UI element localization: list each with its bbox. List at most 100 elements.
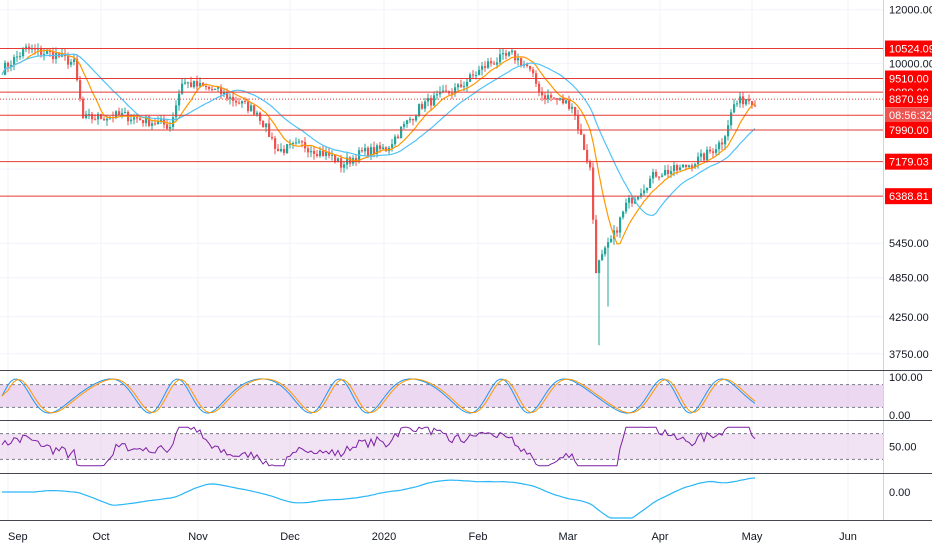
candle xyxy=(271,132,274,141)
candle xyxy=(157,116,160,125)
candle-body xyxy=(541,92,544,96)
candle-body xyxy=(364,147,367,152)
candle xyxy=(298,138,301,145)
candle-body xyxy=(622,211,625,218)
candle xyxy=(568,95,571,111)
price-tick-label: 4850.00 xyxy=(889,273,929,285)
candle-body xyxy=(217,87,220,89)
candle xyxy=(481,61,484,76)
candle xyxy=(580,123,583,136)
candle xyxy=(703,152,706,163)
candle xyxy=(640,188,643,199)
candle xyxy=(517,53,520,66)
candle xyxy=(619,216,622,238)
candle xyxy=(388,145,391,155)
candle-body xyxy=(574,106,577,116)
candle xyxy=(397,134,400,139)
price-pane[interactable] xyxy=(0,43,883,346)
candle xyxy=(469,72,472,83)
candle-body xyxy=(589,161,592,168)
candle-body xyxy=(412,119,415,121)
candle-body xyxy=(649,178,652,189)
candle xyxy=(412,118,415,126)
candle-body xyxy=(121,112,124,115)
candle xyxy=(88,108,91,120)
candle xyxy=(211,86,214,92)
level-tag-bg xyxy=(885,70,932,87)
candle xyxy=(154,118,157,126)
candle-body xyxy=(625,202,628,212)
candle-body xyxy=(208,86,211,89)
candle xyxy=(508,50,511,58)
candle xyxy=(598,259,601,346)
candle xyxy=(97,112,100,125)
candle-body xyxy=(292,143,295,145)
candle xyxy=(346,152,349,170)
candle xyxy=(427,93,430,107)
candle-body xyxy=(271,136,274,139)
candle-body xyxy=(142,120,145,124)
candle-body xyxy=(529,66,532,70)
stochastic-band xyxy=(0,384,883,408)
candle-body xyxy=(361,150,364,152)
candle-body xyxy=(658,176,661,178)
candle xyxy=(403,121,406,130)
candle-body xyxy=(748,99,751,102)
candle-body xyxy=(352,158,355,164)
candle-body xyxy=(415,115,418,121)
level-tag-label: 7990.00 xyxy=(889,125,929,137)
rsi-pane[interactable] xyxy=(0,426,883,467)
candle-body xyxy=(307,148,310,153)
candle xyxy=(223,88,226,98)
candle-body xyxy=(79,80,82,99)
candle-body xyxy=(340,158,343,168)
candle-body xyxy=(376,145,379,154)
candle xyxy=(664,165,667,176)
level-tag-label: 9510.00 xyxy=(889,73,929,85)
level-tag-bg xyxy=(885,122,932,139)
candle-body xyxy=(553,97,556,99)
candle-body xyxy=(325,151,328,156)
candle xyxy=(721,138,724,150)
stochastic-pane[interactable] xyxy=(0,378,883,414)
candle-body xyxy=(688,165,691,168)
candle-body xyxy=(283,149,286,154)
candle-body xyxy=(430,98,433,106)
candle-body xyxy=(409,119,412,121)
candle xyxy=(232,92,235,107)
candle-body xyxy=(460,84,463,87)
candle-body xyxy=(577,115,580,130)
time-tick-label: May xyxy=(742,531,763,543)
candle xyxy=(691,163,694,172)
candle xyxy=(259,111,262,125)
oscillator-pane[interactable] xyxy=(2,477,756,519)
candle xyxy=(124,107,127,114)
candle xyxy=(655,169,658,178)
candle xyxy=(70,58,73,68)
candle xyxy=(142,119,145,127)
candle-body xyxy=(67,56,70,65)
candle xyxy=(253,104,256,116)
candle-body xyxy=(484,66,487,68)
candle-body xyxy=(502,53,505,55)
candle-body xyxy=(319,150,322,156)
ma-fast-line xyxy=(1,49,756,245)
candle xyxy=(187,81,190,89)
candle-body xyxy=(433,95,436,106)
candle-body xyxy=(316,154,319,156)
candle-body xyxy=(337,158,340,163)
candle xyxy=(631,195,634,207)
candle-body xyxy=(265,123,268,128)
candle-body xyxy=(427,98,430,102)
candle-body xyxy=(187,82,190,84)
candle-body xyxy=(643,190,646,194)
candle-body xyxy=(253,105,256,115)
candle-body xyxy=(16,56,19,58)
candle xyxy=(193,80,196,89)
candle xyxy=(709,146,712,154)
candle xyxy=(424,97,427,113)
candle-body xyxy=(247,101,250,112)
candle-body xyxy=(22,49,25,57)
candle-body xyxy=(46,51,49,54)
